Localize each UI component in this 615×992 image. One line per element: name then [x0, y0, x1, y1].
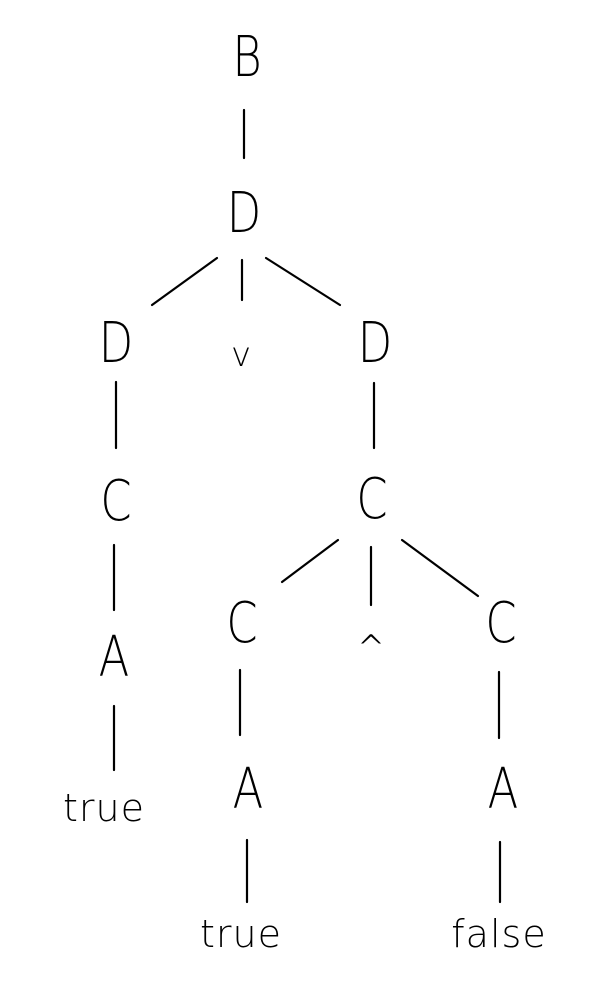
node-c-mid: C — [356, 467, 388, 532]
edge-cmid-ca — [280, 538, 340, 584]
leaf-true-mid: true — [200, 912, 282, 956]
node-d-top: D — [226, 181, 262, 246]
node-b: B — [232, 25, 262, 90]
node-or-operator: v — [230, 335, 252, 375]
node-d-left: D — [98, 311, 134, 376]
edge-cmid-cb — [400, 538, 480, 598]
node-c-left: C — [100, 469, 132, 534]
edge-d-dleft — [150, 256, 219, 307]
leaf-false-right: false — [451, 912, 547, 956]
leaf-true-left: true — [63, 786, 145, 830]
node-c-a: C — [226, 591, 258, 656]
node-d-right: D — [357, 311, 393, 376]
edge-d-dright — [264, 256, 342, 307]
node-a-right: A — [487, 757, 519, 822]
node-and-operator: ^ — [356, 628, 386, 668]
node-c-b: C — [485, 591, 517, 656]
node-a-left: A — [98, 625, 130, 690]
node-a-mid: A — [232, 757, 264, 822]
